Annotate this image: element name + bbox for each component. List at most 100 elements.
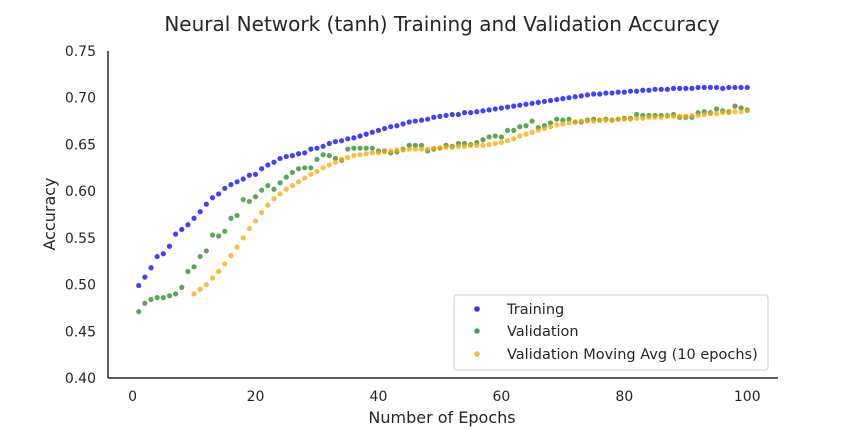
data-point	[584, 92, 591, 98]
series-layer	[136, 84, 750, 315]
x-tick-label: 20	[247, 389, 265, 405]
data-point	[449, 144, 455, 150]
data-point	[627, 88, 634, 94]
data-point	[283, 153, 289, 160]
data-point	[412, 118, 418, 124]
data-point	[320, 143, 326, 149]
data-point	[498, 105, 504, 111]
series-training	[136, 84, 750, 289]
data-point	[640, 115, 646, 121]
data-point	[652, 114, 658, 120]
data-point	[240, 196, 246, 203]
data-point	[265, 182, 271, 189]
data-point	[455, 111, 461, 118]
y-tick-label: 0.65	[65, 137, 96, 153]
data-point	[627, 116, 634, 122]
data-point	[529, 129, 535, 135]
data-point	[289, 169, 295, 176]
data-point	[154, 295, 160, 301]
data-point	[738, 105, 744, 111]
data-point	[720, 110, 726, 116]
data-point	[369, 129, 375, 135]
data-point	[529, 100, 535, 106]
data-point	[345, 136, 351, 142]
data-point	[701, 111, 707, 118]
legend-label-validation: Validation	[507, 324, 579, 340]
data-point	[707, 84, 713, 91]
data-point	[504, 138, 511, 144]
data-point	[634, 88, 640, 94]
data-point	[259, 187, 265, 193]
data-point	[720, 85, 726, 91]
data-point	[449, 111, 455, 118]
data-point	[517, 124, 523, 130]
data-point	[308, 171, 314, 177]
data-point	[302, 150, 308, 156]
data-point	[308, 165, 314, 171]
data-point	[695, 112, 701, 119]
y-axis-label: Accuracy	[40, 177, 59, 250]
data-point	[646, 114, 652, 120]
data-point	[252, 194, 259, 200]
data-point	[621, 89, 627, 95]
data-point	[554, 116, 560, 122]
data-point	[511, 127, 517, 134]
data-point	[425, 146, 431, 152]
data-point	[486, 134, 492, 140]
data-point	[203, 281, 209, 288]
data-point	[560, 117, 566, 123]
data-point	[523, 101, 529, 107]
data-point	[173, 231, 179, 237]
data-point	[572, 119, 578, 125]
data-point	[461, 143, 468, 149]
data-point	[517, 102, 523, 108]
data-point	[695, 84, 701, 91]
data-point	[302, 175, 308, 181]
data-point	[591, 118, 597, 124]
data-point	[584, 118, 591, 124]
data-point	[332, 159, 339, 165]
x-tick-label: 100	[734, 389, 761, 405]
data-point	[277, 155, 283, 162]
legend-label-moving-avg: Validation Moving Avg (10 epochs)	[507, 347, 758, 363]
data-point	[400, 121, 406, 127]
data-point	[222, 185, 228, 191]
data-point	[295, 166, 302, 172]
data-point	[191, 215, 197, 221]
data-point	[578, 118, 584, 124]
data-point	[480, 108, 486, 114]
data-point	[394, 147, 400, 153]
data-point	[326, 153, 332, 159]
data-point	[406, 142, 412, 148]
x-tick-label: 80	[615, 389, 633, 405]
legend-label-training: Training	[506, 302, 564, 318]
data-point	[351, 135, 357, 141]
data-point	[375, 127, 382, 134]
chart-title: Neural Network (tanh) Training and Valid…	[164, 12, 719, 36]
data-point	[541, 98, 548, 105]
data-point	[228, 253, 234, 259]
data-point	[486, 141, 492, 148]
data-point	[166, 293, 173, 299]
data-point	[640, 87, 646, 93]
data-point	[246, 172, 252, 178]
data-point	[480, 137, 486, 143]
data-point	[652, 86, 658, 92]
data-point	[461, 110, 468, 116]
data-point	[615, 116, 621, 122]
data-point	[609, 117, 615, 123]
data-point	[308, 146, 314, 152]
data-point	[504, 104, 511, 110]
data-point	[388, 124, 394, 130]
data-point	[474, 142, 480, 148]
data-point	[191, 291, 197, 297]
data-point	[259, 166, 265, 172]
data-point	[179, 284, 185, 290]
data-point	[437, 113, 443, 119]
data-point	[179, 226, 185, 233]
data-point	[345, 154, 351, 161]
x-tick-label: 60	[492, 389, 510, 405]
data-point	[504, 127, 511, 134]
data-point	[670, 85, 677, 91]
data-point	[689, 85, 695, 91]
